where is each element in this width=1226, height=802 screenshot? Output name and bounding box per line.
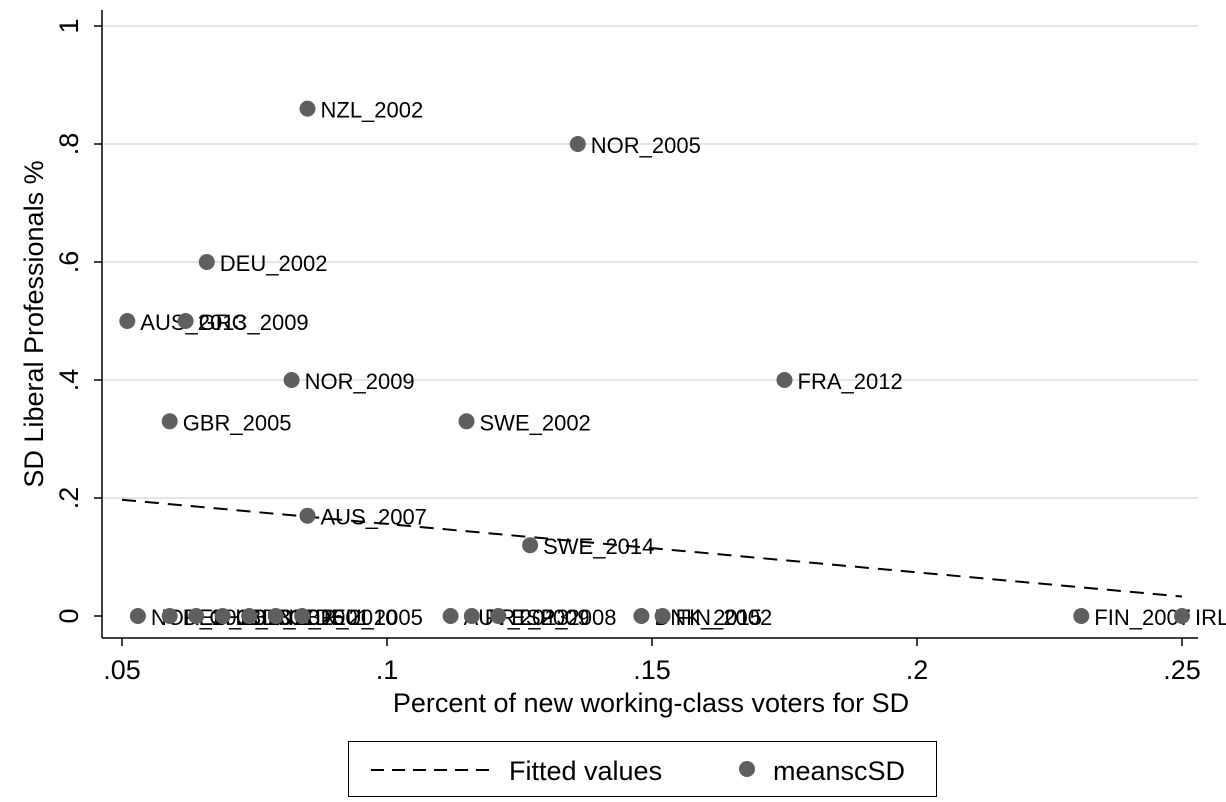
x-tick-label-3: .2 [906, 655, 929, 685]
point-label-GRC_2009: GRC_2009 [199, 310, 309, 335]
point-DEU_2005 [294, 608, 311, 624]
points-layer: NZL_2002 NOR_2005 DEU_2002 AUS_2013GRC_2009… [119, 98, 1226, 630]
point-label-DEU_2005: DEU_2005 [315, 605, 423, 630]
legend: Fitted values meanscSD [348, 741, 937, 797]
point-label-NZL_2002: NZL_2002 [321, 98, 424, 123]
point-FRA_2012 [776, 372, 793, 388]
point-AUS_2013 [119, 313, 136, 329]
point-ESP_2008 [490, 608, 507, 624]
point-label-AUS_2013: AUS_2013 [140, 310, 246, 335]
fitted-line-layer [121, 498, 1183, 598]
point-label-DEU_2002: DEU_2002 [220, 251, 328, 276]
point-AUS_2007 [299, 507, 316, 524]
point-label-SWE_2014: SWE_2014 [543, 534, 654, 559]
point-FIN_2007 [1073, 608, 1090, 624]
point-label-AUT_2013: AUT_2013 [464, 605, 569, 630]
point-AUT_2013 [442, 608, 459, 624]
point-NOR_2009 [283, 372, 300, 388]
legend-dot-swatch [739, 761, 755, 777]
fitted-line [121, 498, 1183, 598]
point-GBR_2015 [214, 608, 231, 624]
y-axis-title: SD Liberal Professionals % [19, 160, 49, 487]
point-NOR_2005 [569, 136, 586, 152]
y-tick-label-1: .2 [54, 487, 84, 510]
point-SWE_2014 [522, 537, 539, 554]
point-GBR_2010 [267, 608, 284, 624]
x-tick-label-0: .05 [103, 655, 141, 685]
point-DEU_2002 [198, 254, 215, 270]
x-axis-title: Percent of new working-class voters for … [393, 688, 909, 718]
point-DEU_2013 [161, 608, 178, 624]
point-NOR_2013 [129, 608, 146, 624]
y-tick-label-0: 0 [54, 608, 84, 623]
x-tick-label-4: .25 [1163, 655, 1201, 685]
axes [94, 10, 1198, 646]
point-label-GBR_2005: GBR_2005 [183, 410, 292, 435]
point-label-NOR_2009: NOR_2009 [305, 369, 415, 394]
point-label-IRL_2011: IRL_2011 [1195, 605, 1226, 630]
point-DNK_2015 [633, 608, 650, 624]
y-tick-label-2: .4 [54, 369, 84, 392]
point-IRL_2011 [1174, 608, 1190, 624]
x-tick-label-2: .15 [633, 655, 671, 685]
point-NZL_2002 [299, 100, 316, 117]
point-FIN_2002 [654, 608, 671, 624]
point-CHE_2011 [188, 608, 205, 624]
point-label-ESP_2008: ESP_2008 [511, 605, 616, 630]
point-label-FRA_2012: FRA_2012 [798, 369, 903, 394]
point-label-AUS_2007: AUS_2007 [321, 505, 427, 530]
point-PRT_2009 [463, 608, 480, 624]
legend-dot-label: meanscSD [773, 756, 905, 786]
x-tick-label-1: .1 [376, 655, 399, 685]
point-GRC_2009 [177, 313, 194, 329]
point-GBR_2005 [161, 413, 178, 430]
y-tick-label-4: .8 [54, 133, 84, 156]
point-SWE_2002 [458, 413, 475, 430]
point-label-FIN_2002: FIN_2002 [676, 605, 773, 630]
point-label-NOR_2005: NOR_2005 [591, 133, 701, 158]
legend-fitted-label: Fitted values [509, 756, 662, 786]
tick-labels: 0 .2 .4 .6 .8 1 .05 .1 .15 .2 .25 [54, 18, 1201, 685]
y-tick-label-5: 1 [54, 18, 84, 33]
point-label-SWE_2002: SWE_2002 [480, 410, 591, 435]
y-tick-label-3: .6 [54, 251, 84, 274]
point-label-DNK_2015: DNK_2015 [654, 605, 762, 630]
point-DNK_2001 [241, 608, 258, 624]
